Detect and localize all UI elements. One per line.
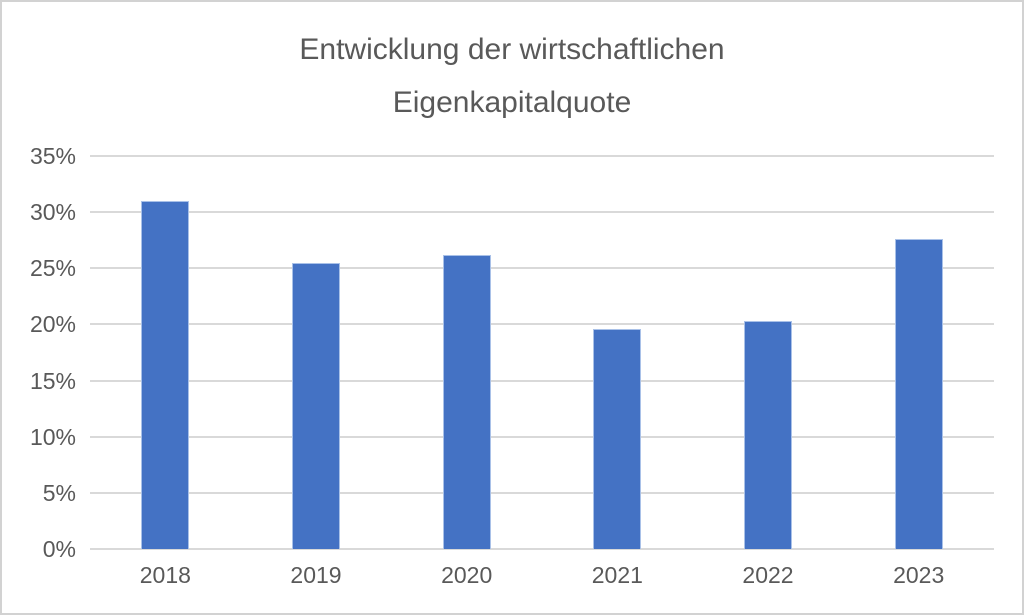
bar-2020 [442,255,491,549]
x-tick-label-2018: 2018 [139,562,191,588]
bar-2018 [141,201,190,549]
y-tick-label: 0% [42,536,76,562]
chart-title-text: Entwicklung der wirtschaftlichen Eigenka… [299,33,725,119]
gridline [90,435,994,438]
gridline [90,155,994,157]
x-tick-label-2022: 2022 [742,562,794,588]
gridline [90,267,994,270]
gridline [90,379,994,382]
y-axis-labels: 35% 30% 25% 20% 15% 10% 5% 0% [2,144,76,561]
x-tick-label-2020: 2020 [441,562,493,588]
x-axis-labels: 2018 2019 2020 2021 2022 2023 [90,560,994,592]
y-tick-label: 35% [29,143,76,169]
gridline [90,323,994,326]
gridline [90,211,994,214]
plot-area [90,155,994,550]
bar-2022 [744,321,792,549]
x-axis-line [90,548,994,550]
bar-2019 [292,263,340,549]
x-tick-label-2019: 2019 [290,562,342,588]
y-tick-label: 15% [29,367,76,394]
chart-title: Entwicklung der wirtschaftlichen Eigenka… [2,24,1022,129]
y-tick-label: 30% [29,199,76,226]
y-tick-label: 10% [29,423,76,450]
y-tick-label: 25% [29,255,76,282]
gridline [90,491,994,494]
x-tick-label-2023: 2023 [893,562,945,588]
bar-2021 [593,329,642,549]
x-tick-label-2021: 2021 [591,562,643,588]
y-tick-label: 5% [42,479,76,506]
bar-2023 [894,239,943,549]
y-tick-label: 20% [29,311,76,338]
